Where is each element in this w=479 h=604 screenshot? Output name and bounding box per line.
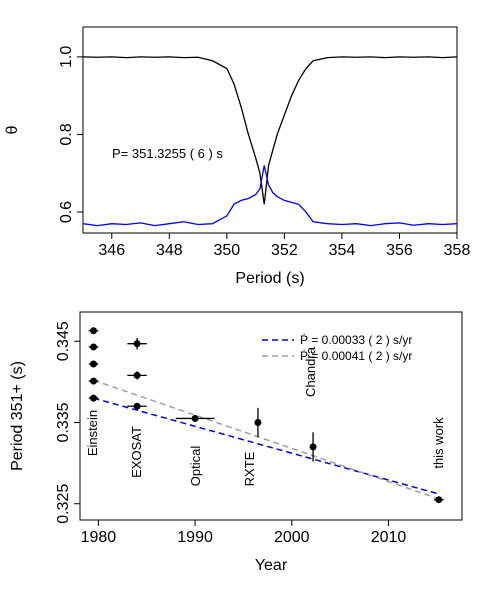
data-point xyxy=(133,371,141,379)
data-line xyxy=(82,165,458,227)
data-point xyxy=(133,340,141,348)
data-point xyxy=(133,402,141,410)
x-tick-label: 350 xyxy=(213,242,240,259)
plot-box xyxy=(82,26,458,234)
x-tick-label: 1980 xyxy=(81,529,117,546)
x-axis-label: Year xyxy=(255,557,288,574)
data-line xyxy=(82,56,458,205)
legend-label: Ṗ = 0.00033 ( 2 ) s/yr xyxy=(300,333,412,347)
annotation: Optical xyxy=(188,446,203,487)
annotation: Einstein xyxy=(85,410,100,456)
data-point xyxy=(90,377,98,385)
y-axis-label: Period 351+ (s) xyxy=(9,361,26,471)
data-point xyxy=(191,414,199,422)
y-tick-label: 1.0 xyxy=(58,46,75,68)
fit-line xyxy=(93,397,439,495)
y-tick-label: 0.345 xyxy=(55,321,72,361)
x-tick-label: 356 xyxy=(386,242,413,259)
x-tick-label: 354 xyxy=(329,242,356,259)
x-tick-label: 352 xyxy=(271,242,298,259)
y-tick-label: 0.6 xyxy=(58,201,75,223)
annotation: P= 351.3255 ( 6 ) s xyxy=(112,146,223,161)
data-point xyxy=(90,327,98,335)
data-point xyxy=(254,419,262,426)
x-tick-label: 2010 xyxy=(371,529,407,546)
data-point xyxy=(90,360,98,368)
y-tick-label: 0.8 xyxy=(58,123,75,145)
x-axis-label: Period (s) xyxy=(235,270,304,287)
y-axis-label: θ xyxy=(4,125,21,134)
data-point xyxy=(435,496,443,504)
x-tick-label: 358 xyxy=(444,242,471,259)
x-tick-label: 2000 xyxy=(274,529,310,546)
legend-label: Ṗ = 0.00041 ( 2 ) s/yr xyxy=(300,349,412,363)
annotation: this work xyxy=(431,417,446,469)
y-tick-label: 0.325 xyxy=(55,484,72,524)
fit-line xyxy=(93,379,440,500)
annotation: EXOSAT xyxy=(129,426,144,478)
data-point xyxy=(90,394,98,402)
x-tick-label: 346 xyxy=(98,242,125,259)
annotation: RXTE xyxy=(242,451,257,486)
x-tick-label: 348 xyxy=(156,242,183,259)
plot-box xyxy=(79,311,463,521)
data-point xyxy=(309,443,317,451)
data-point xyxy=(90,343,98,351)
annotation: Chandra xyxy=(303,346,318,397)
y-tick-label: 0.335 xyxy=(55,402,72,442)
x-tick-label: 1990 xyxy=(177,529,213,546)
